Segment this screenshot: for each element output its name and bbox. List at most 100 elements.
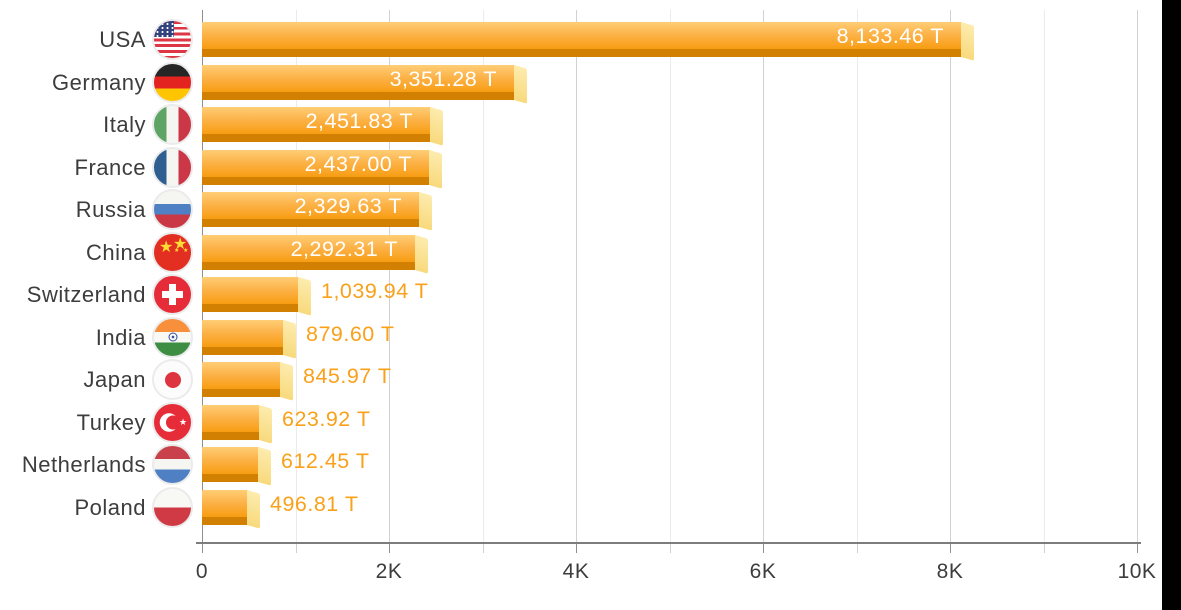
country-label: Italy bbox=[103, 112, 146, 137]
bar-shadow bbox=[202, 91, 516, 100]
value-label: 2,451.83 T bbox=[305, 109, 413, 133]
bar bbox=[202, 149, 430, 177]
bar-cap bbox=[298, 277, 311, 316]
russia-flag-icon bbox=[152, 189, 193, 230]
poland-flag-icon bbox=[152, 486, 193, 528]
country-label: Germany bbox=[52, 69, 146, 95]
bar-cap bbox=[247, 489, 260, 529]
bar bbox=[202, 234, 416, 262]
bar-shadow bbox=[202, 49, 963, 57]
chart-row: India 879.60 T bbox=[0, 316, 1181, 359]
china-flag-icon bbox=[152, 231, 193, 273]
x-tick-label: 6K bbox=[749, 560, 777, 583]
x-tick-label: 2K bbox=[375, 560, 403, 583]
gridline bbox=[389, 10, 390, 542]
axis-tick bbox=[576, 544, 577, 553]
gridline bbox=[950, 10, 951, 542]
chart-row: France 2,437.00 T bbox=[0, 146, 1181, 189]
switzerland-flag-icon bbox=[152, 274, 193, 315]
bar bbox=[202, 319, 284, 347]
x-tick-label: 8K bbox=[936, 560, 964, 583]
gridline bbox=[483, 10, 484, 542]
bar bbox=[202, 64, 515, 92]
axis-tick bbox=[389, 544, 390, 553]
italy-flag-icon bbox=[152, 104, 193, 145]
value-label: 2,292.31 T bbox=[290, 236, 398, 261]
chart-row: Japan 845.97 T bbox=[0, 359, 1181, 401]
country-label: USA bbox=[99, 27, 146, 52]
germany-flag-icon bbox=[152, 61, 193, 103]
bar-cap bbox=[259, 404, 272, 444]
bar-shadow bbox=[202, 431, 261, 440]
bar bbox=[202, 22, 962, 49]
chart-row: USA 8,133.46 T bbox=[0, 19, 1181, 61]
usa-flag-icon bbox=[152, 19, 193, 60]
right-edge-strip bbox=[1162, 0, 1181, 610]
bar bbox=[202, 362, 281, 389]
x-axis-line bbox=[196, 542, 1141, 544]
gridline bbox=[857, 10, 858, 542]
chart-row: Italy 2,451.83 T bbox=[0, 104, 1181, 146]
bar bbox=[202, 404, 260, 432]
gridline bbox=[576, 10, 577, 542]
value-label: 845.97 T bbox=[303, 364, 392, 388]
bar-shadow bbox=[202, 516, 249, 525]
bar bbox=[202, 192, 420, 219]
bar-shadow bbox=[202, 219, 421, 227]
bar-cap bbox=[283, 319, 296, 359]
france-flag-icon bbox=[152, 146, 193, 188]
chart-row: China 2,292.31 T bbox=[0, 231, 1181, 274]
chart-row: Poland 496.81 T bbox=[0, 486, 1181, 529]
bar-cap bbox=[258, 447, 271, 486]
bar-shadow bbox=[202, 389, 282, 397]
turkey-flag-icon bbox=[152, 401, 193, 443]
value-label: 623.92 T bbox=[282, 406, 371, 431]
value-label: 2,329.63 T bbox=[294, 194, 402, 218]
bar-cap bbox=[415, 234, 428, 274]
bar-cap bbox=[430, 107, 443, 146]
bar bbox=[202, 489, 248, 517]
chart-row: Turkey 623.92 T bbox=[0, 401, 1181, 444]
country-label: Turkey bbox=[76, 409, 146, 435]
bar-shadow bbox=[202, 304, 300, 312]
chart-row: Germany 3,351.28 T bbox=[0, 61, 1181, 104]
country-label: Japan bbox=[83, 367, 146, 392]
value-label: 612.45 T bbox=[281, 449, 370, 473]
axis-tick bbox=[950, 544, 951, 553]
axis-tick bbox=[1044, 544, 1045, 553]
bar-shadow bbox=[202, 474, 260, 482]
x-tick-label: 0 bbox=[195, 560, 209, 583]
gridline bbox=[763, 10, 764, 542]
axis-tick bbox=[202, 544, 203, 553]
bar-shadow bbox=[202, 346, 285, 355]
country-label: Switzerland bbox=[26, 282, 146, 307]
bar-cap bbox=[280, 362, 293, 401]
chart-row: Russia 2,329.63 T bbox=[0, 189, 1181, 231]
axis-tick bbox=[670, 544, 671, 553]
x-tick-label: 10K bbox=[1117, 560, 1157, 583]
value-label: 8,133.46 T bbox=[836, 24, 944, 48]
bar bbox=[202, 107, 431, 134]
bar-cap bbox=[429, 149, 442, 189]
value-label: 496.81 T bbox=[270, 491, 359, 516]
country-label: Poland bbox=[74, 494, 146, 520]
india-flag-icon bbox=[152, 316, 193, 358]
bar-shadow bbox=[202, 134, 432, 142]
bar bbox=[202, 447, 259, 474]
bar bbox=[202, 277, 299, 304]
x-tick-label: 4K bbox=[562, 560, 590, 583]
gridline bbox=[296, 10, 297, 542]
country-label: Netherlands bbox=[21, 452, 146, 477]
gridline bbox=[670, 10, 671, 542]
chart-row: Switzerland 1,039.94 T bbox=[0, 274, 1181, 316]
gridline bbox=[1044, 10, 1045, 542]
netherlands-flag-icon bbox=[152, 444, 193, 485]
axis-tick bbox=[1137, 544, 1138, 553]
chart-row: Netherlands 612.45 T bbox=[0, 444, 1181, 486]
japan-flag-icon bbox=[152, 359, 193, 400]
value-label: 2,437.00 T bbox=[304, 151, 412, 176]
value-label: 879.60 T bbox=[306, 321, 395, 346]
axis-tick bbox=[483, 544, 484, 553]
axis-tick bbox=[857, 544, 858, 553]
